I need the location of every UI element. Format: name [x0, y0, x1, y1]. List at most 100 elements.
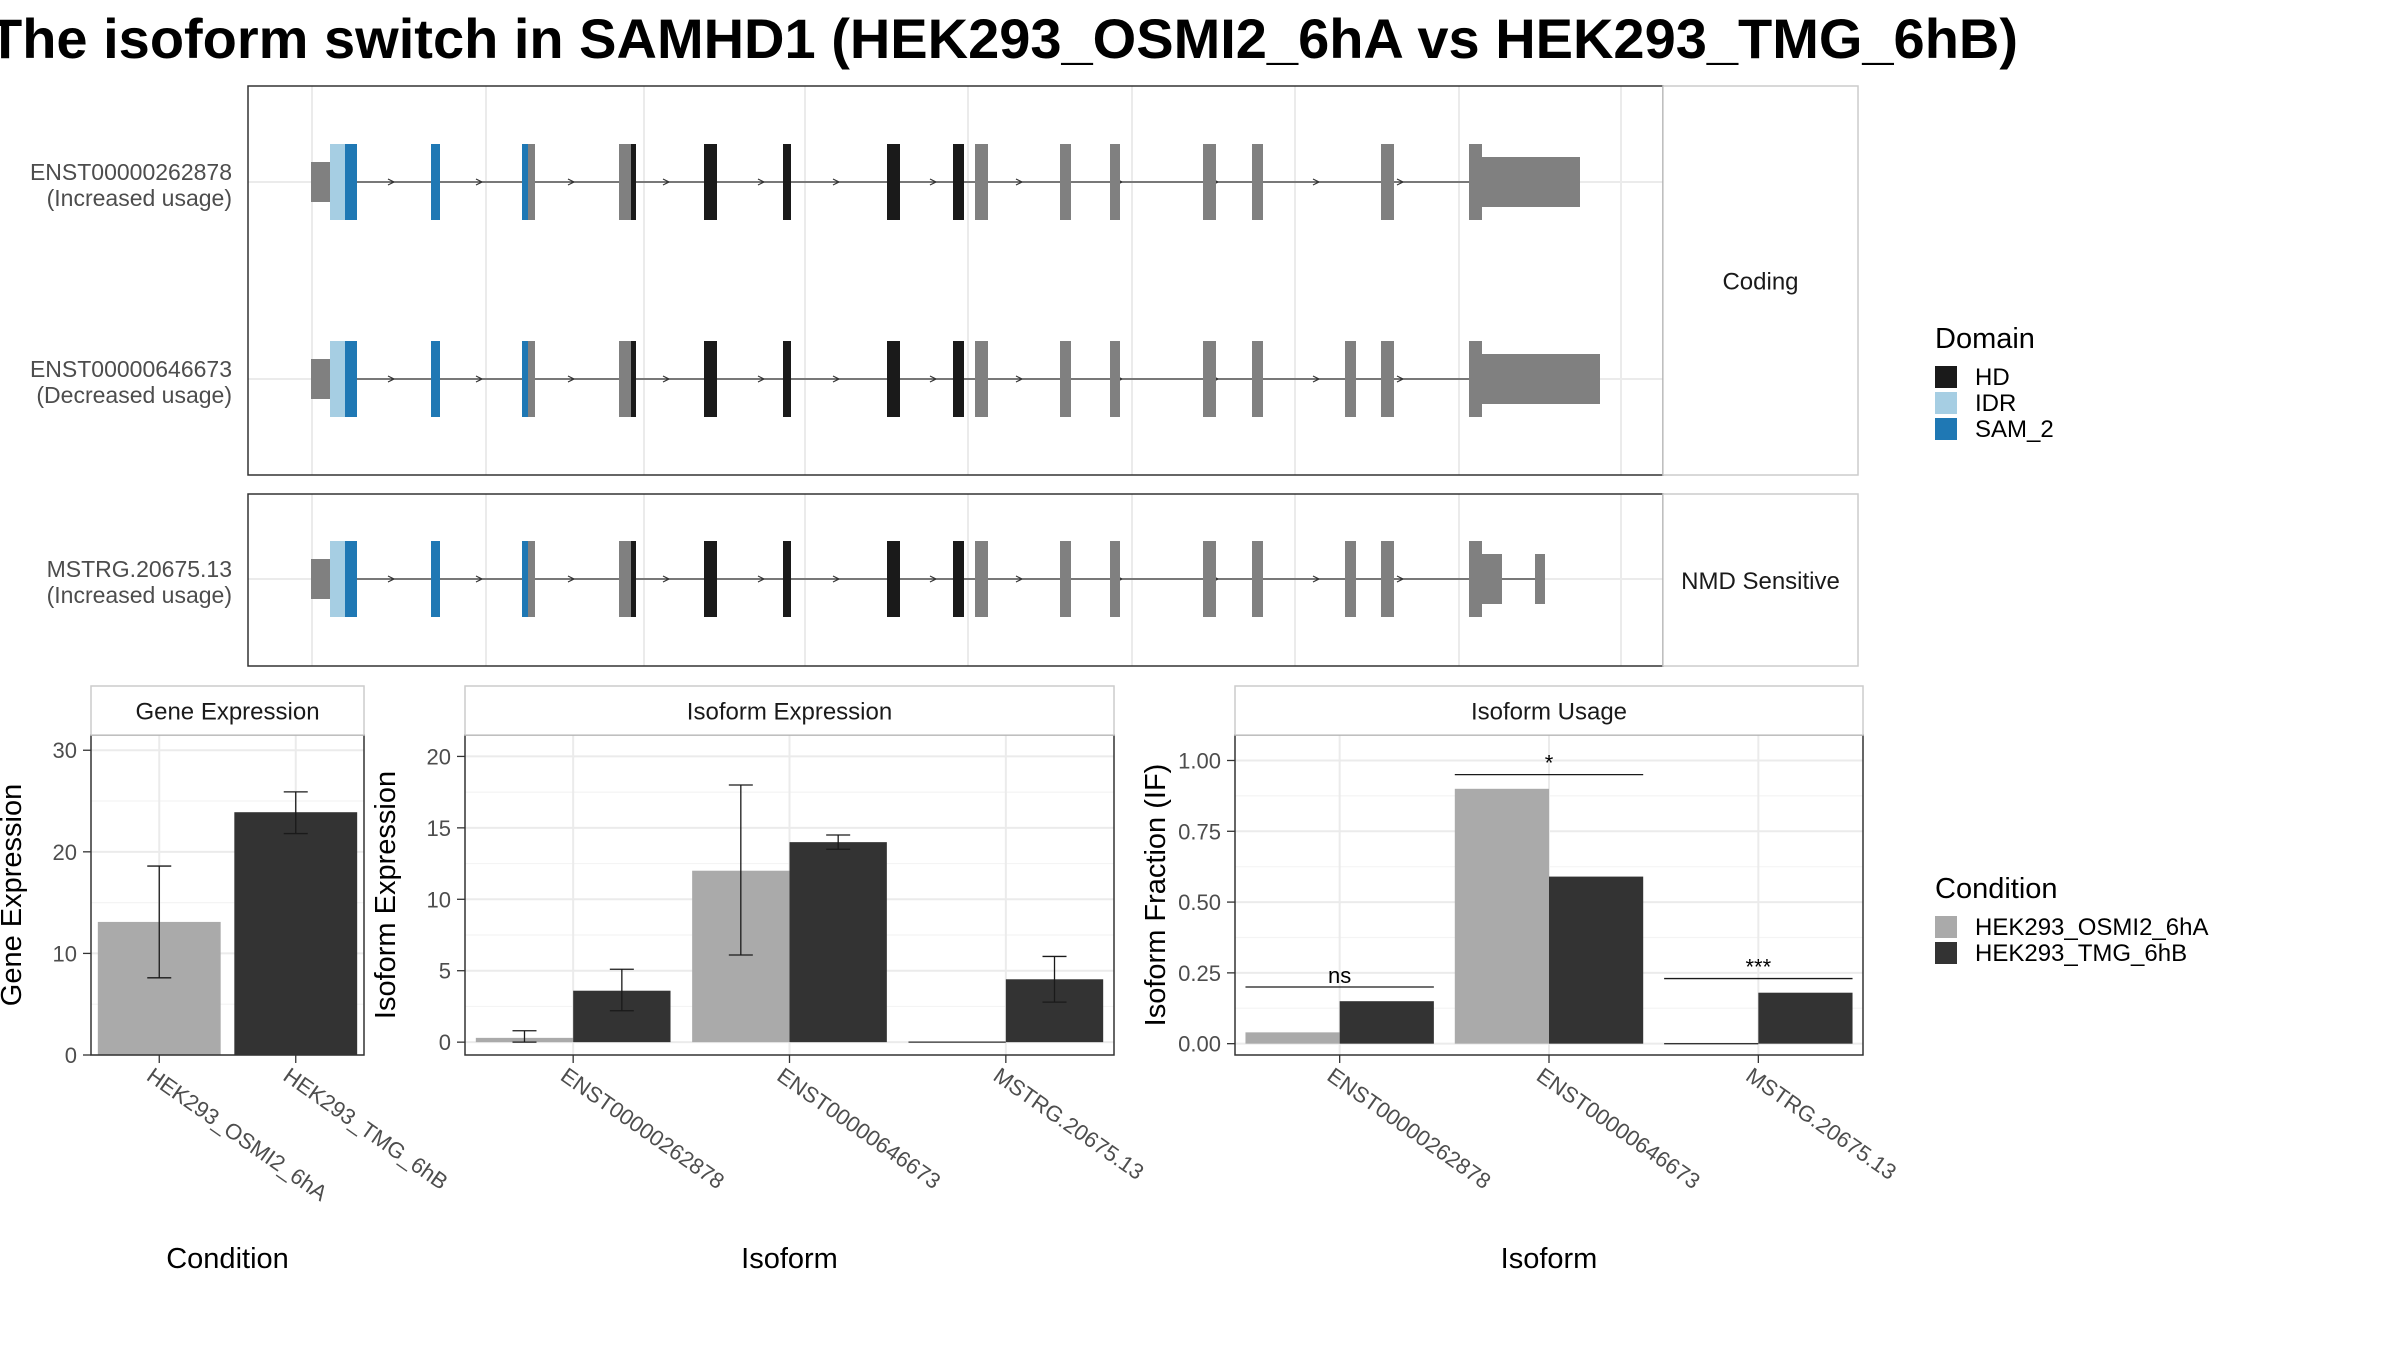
facet-strip-label: Coding	[1722, 269, 1798, 296]
facet-strip	[1662, 85, 1859, 476]
exon-hd	[783, 144, 791, 220]
exon-utr_grey	[975, 144, 988, 220]
strand-arrow	[757, 375, 766, 383]
y-axis-label: Isoform Expression	[370, 771, 402, 1019]
strand-arrow	[567, 178, 576, 186]
exon-idr	[330, 541, 345, 617]
legend-condition-title: Condition	[1935, 873, 2058, 905]
transcript-label: MSTRG.20675.13	[47, 556, 232, 582]
strand-arrow	[567, 575, 576, 583]
exon-utr_grey	[1469, 341, 1482, 417]
y-tick-label: 0	[65, 1043, 77, 1068]
exon-utr_grey	[1203, 341, 1216, 417]
exon-sam_2	[345, 541, 357, 617]
legend-domain-label: SAM_2	[1975, 416, 2054, 443]
exon-utr_grey	[528, 144, 535, 220]
exon-sam_2	[522, 341, 528, 417]
exon-utr_grey	[1482, 157, 1580, 207]
panel-title: Isoform Usage	[1471, 699, 1627, 726]
strand-arrow	[1396, 375, 1405, 383]
transcript-label: ENST00000646673	[30, 356, 232, 382]
exon-hd	[704, 541, 717, 617]
legend-condition-swatch	[1935, 916, 1957, 938]
exon-utr_grey	[528, 541, 535, 617]
exon-hd	[631, 341, 636, 417]
x-tick-label: ENST00000646673	[1532, 1063, 1705, 1194]
exon-utr_grey	[1110, 144, 1120, 220]
legend-condition-swatch	[1935, 942, 1957, 964]
exon-utr_grey	[1345, 341, 1356, 417]
exon-utr_grey	[1482, 354, 1600, 404]
exon-utr_grey	[1381, 144, 1394, 220]
bar	[1454, 788, 1549, 1044]
exon-hd	[953, 341, 964, 417]
x-tick-label: ENST00000646673	[773, 1063, 946, 1194]
strand-arrow	[567, 375, 576, 383]
exon-utr_grey	[1203, 541, 1216, 617]
legend-condition-label: HEK293_OSMI2_6hA	[1975, 914, 2208, 941]
exon-hd	[631, 144, 636, 220]
panel-strip	[90, 685, 365, 736]
panel-title: Gene Expression	[135, 699, 319, 726]
exon-hd	[783, 541, 791, 617]
exon-hd	[704, 341, 717, 417]
legend-condition-label: HEK293_TMG_6hB	[1975, 940, 2187, 967]
y-tick-label: 0.75	[1178, 819, 1221, 844]
exon-idr	[330, 341, 345, 417]
y-tick-label: 10	[427, 887, 451, 912]
y-tick-label: 20	[427, 744, 451, 769]
exon-sam_2	[345, 341, 357, 417]
significance-label: *	[1545, 751, 1554, 776]
strand-arrow	[1312, 178, 1321, 186]
exon-sam_2	[431, 341, 440, 417]
exon-utr_grey	[311, 559, 330, 599]
transcript-usage-label: (Decreased usage)	[36, 382, 232, 408]
strand-arrow	[1396, 178, 1405, 186]
strand-arrow	[1312, 575, 1321, 583]
legend-domain-label: IDR	[1975, 390, 2016, 417]
y-axis-label: Isoform Fraction (IF)	[1140, 764, 1172, 1027]
strand-arrow	[929, 575, 938, 583]
exon-utr_grey	[1252, 341, 1263, 417]
exon-utr_grey	[1252, 541, 1263, 617]
legend-domain-swatch	[1935, 392, 1957, 414]
y-tick-label: 0.25	[1178, 961, 1221, 986]
transcript-usage-label: (Increased usage)	[47, 185, 232, 211]
y-tick-label: 0.50	[1178, 890, 1221, 915]
exon-utr_grey	[1060, 541, 1071, 617]
exon-utr_grey	[1469, 541, 1482, 617]
significance-label: ns	[1328, 963, 1351, 988]
y-tick-label: 15	[427, 816, 451, 841]
strand-arrow	[662, 375, 671, 383]
panel-strip	[464, 685, 1115, 736]
strand-arrow	[662, 575, 671, 583]
y-tick-label: 1.00	[1178, 748, 1221, 773]
strand-arrow	[1396, 575, 1405, 583]
exon-hd	[953, 541, 964, 617]
exon-utr_grey	[1060, 341, 1071, 417]
legend-domain-label: HD	[1975, 364, 2010, 391]
exon-utr_grey	[1381, 541, 1394, 617]
bar	[1549, 876, 1644, 1044]
strand-arrow	[387, 178, 396, 186]
exon-sam_2	[522, 541, 528, 617]
strand-arrow	[832, 375, 841, 383]
exon-idr	[330, 144, 345, 220]
strand-arrow	[1015, 375, 1024, 383]
exon-sam_2	[431, 541, 440, 617]
strand-arrow	[475, 375, 484, 383]
bar	[1758, 992, 1853, 1044]
exon-sam_2	[431, 144, 440, 220]
chart-2: ns****Isoform Usage0.000.250.500.751.00E…	[1140, 685, 1901, 1275]
exon-hd	[887, 341, 900, 417]
exon-hd	[953, 144, 964, 220]
exon-utr_grey	[1110, 341, 1120, 417]
exon-utr_grey	[1469, 144, 1482, 220]
exon-utr_grey	[1345, 541, 1356, 617]
y-axis-label: Gene Expression	[0, 784, 28, 1006]
strand-arrow	[832, 575, 841, 583]
strand-arrow	[475, 178, 484, 186]
exon-utr_grey	[1060, 144, 1071, 220]
